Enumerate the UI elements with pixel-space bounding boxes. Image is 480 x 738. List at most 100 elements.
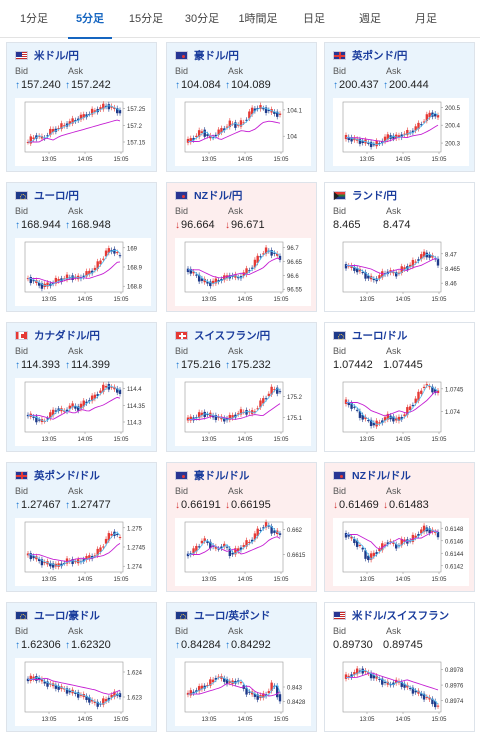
rate-card[interactable]: NZドル/円 Bid Ask ↓96.664 ↓96.671 96.7 96.65 96.6 9… — [166, 182, 317, 312]
moving-average-line — [346, 391, 439, 417]
candle-body — [239, 409, 243, 415]
price-chart-svg: 0.6148 0.6146 0.6144 0.6142 13:05 14:05 15:05 — [333, 518, 469, 586]
pair-title[interactable]: 英ポンド/円 — [333, 48, 407, 62]
rate-card[interactable]: スイスフラン/円 Bid Ask ↑175.216 ↑175.232 175.2 175.1… — [166, 322, 317, 452]
ask-label: Ask — [386, 346, 402, 356]
candle-body — [273, 389, 276, 391]
mini-chart[interactable]: 1.0745 1.074 13:05 14:05 15:05 — [333, 378, 469, 446]
candle-body — [29, 277, 32, 284]
pair-title[interactable]: NZドル/円 — [175, 188, 242, 202]
rate-card[interactable]: ユーロ/円 Bid Ask ↑168.944 ↑168.948 169 168.9 168.8… — [6, 182, 157, 312]
y-tick-label: 96.55 — [287, 288, 303, 294]
flag-eu-icon — [175, 611, 188, 620]
tab-0[interactable]: 1分足 — [19, 13, 49, 25]
rate-card[interactable]: ユーロ/豪ドル Bid Ask ↑1.62306 ↑1.62320 1.624 1.623 1… — [6, 602, 157, 732]
bid-label: Bid — [333, 206, 347, 216]
pair-title[interactable]: カナダドル/円 — [15, 328, 100, 342]
candle-body — [411, 130, 415, 133]
tab-2[interactable]: 15分足 — [128, 13, 164, 25]
moving-average-line-short — [346, 112, 439, 145]
mini-chart[interactable]: 0.662 0.6615 13:05 14:05 15:05 — [175, 518, 311, 586]
candle-body — [434, 389, 437, 393]
candle-body — [102, 103, 105, 110]
candle-body — [82, 114, 85, 118]
candle-body — [228, 414, 232, 420]
candle-body — [245, 409, 248, 415]
mini-chart[interactable]: 96.7 96.65 96.6 96.55 13:05 14:05 15:05 — [175, 238, 311, 306]
candle-body — [71, 275, 74, 281]
mini-chart[interactable]: 175.2 175.1 13:05 14:05 15:05 — [175, 378, 311, 446]
candle-body — [192, 271, 195, 274]
tab-5[interactable]: 日足 — [303, 13, 325, 25]
rate-card[interactable]: ランド/円 Bid Ask 8.465 8.474 8.47 8.465 8.46 13:05 1… — [324, 182, 475, 312]
pair-title[interactable]: ユーロ/円 — [15, 188, 79, 202]
mini-chart[interactable]: 169 168.9 168.8 13:05 14:05 15:05 — [15, 238, 151, 306]
mini-chart[interactable]: 104.1 104 13:05 14:05 15:05 — [175, 98, 311, 166]
ask-value: 1.27477 — [71, 499, 111, 511]
mini-chart[interactable]: 0.843 0.8428 13:05 14:05 15:05 — [175, 658, 311, 726]
pair-title[interactable]: ユーロ/ドル — [333, 328, 407, 342]
rate-card[interactable]: ユーロ/英ポンド Bid Ask ↑0.84284 ↑0.84292 0.843 0.842… — [166, 602, 317, 732]
tab-7[interactable]: 月足 — [415, 13, 437, 25]
arrow-up-icon: ↑ — [65, 640, 70, 651]
candle-body — [110, 386, 113, 388]
candle-body — [403, 133, 406, 135]
pair-title[interactable]: ユーロ/豪ドル — [15, 608, 100, 622]
ask-label: Ask — [68, 486, 84, 496]
mini-chart[interactable]: 1.624 1.623 13:05 14:05 15:05 — [15, 658, 151, 726]
rate-card[interactable]: 豪ドル/ドル Bid Ask ↓0.66191 ↓0.66195 0.662 0.6615 1… — [166, 462, 317, 592]
candle-body — [392, 416, 395, 422]
candle-body — [209, 281, 212, 287]
pair-title[interactable]: ランド/円 — [333, 188, 397, 202]
rate-card[interactable]: 米ドル/円 Bid Ask ↑157.240 ↑157.242 157.25 157.2 15… — [6, 42, 157, 172]
y-tick-label: 8.46 — [445, 282, 457, 288]
pair-title[interactable]: 米ドル/スイスフラン — [333, 608, 449, 622]
candle-body — [37, 419, 41, 421]
tab-4[interactable]: 1時間足 — [238, 13, 278, 25]
candle-body — [375, 140, 378, 147]
pair-title[interactable]: ユーロ/英ポンド — [175, 608, 270, 622]
price-chart-svg: 1.624 1.623 13:05 14:05 15:05 — [15, 658, 151, 726]
pair-title[interactable]: 米ドル/円 — [15, 48, 79, 62]
pair-title[interactable]: NZドル/ドル — [333, 468, 411, 482]
y-tick-label: 0.6615 — [287, 553, 306, 559]
mini-chart[interactable]: 1.275 1.2745 1.274 13:05 14:05 15:05 — [15, 518, 151, 586]
rate-card[interactable]: カナダドル/円 Bid Ask ↑114.393 ↑114.399 114.4 114.35… — [6, 322, 157, 452]
candle-body — [434, 113, 437, 117]
mini-chart[interactable]: 8.47 8.465 8.46 13:05 14:05 15:05 — [333, 238, 469, 306]
pair-title[interactable]: 豪ドル/ドル — [175, 468, 249, 482]
arrow-down-icon: ↓ — [175, 220, 180, 231]
ask-price: ↑157.242 — [65, 79, 111, 91]
rate-card[interactable]: 米ドル/スイスフラン Bid Ask 0.89730 0.89745 0.8978 0.89… — [324, 602, 475, 732]
candle-body — [116, 252, 119, 254]
candle-body — [76, 118, 80, 121]
candle-body — [29, 675, 32, 681]
rate-card[interactable]: ユーロ/ドル Bid Ask 1.07442 1.07445 1.0745 1.074 13:… — [324, 322, 475, 452]
candle-body — [386, 413, 390, 420]
candle-body — [347, 675, 350, 678]
rate-card[interactable]: NZドル/ドル Bid Ask ↓0.61469 ↓0.61483 0.6148 0.614… — [324, 462, 475, 592]
mini-chart[interactable]: 114.4 114.35 114.3 13:05 14:05 15:05 — [15, 378, 151, 446]
tab-3[interactable]: 30分足 — [184, 13, 220, 25]
pair-title[interactable]: スイスフラン/円 — [175, 328, 270, 342]
pair-title[interactable]: 豪ドル/円 — [175, 48, 239, 62]
x-tick-label: 15:05 — [273, 157, 289, 163]
rate-card[interactable]: 英ポンド/ドル Bid Ask ↑1.27467 ↑1.27477 1.275 1.2745… — [6, 462, 157, 592]
pair-title[interactable]: 英ポンド/ドル — [15, 468, 100, 482]
candle-body — [65, 409, 69, 412]
mini-chart[interactable]: 0.8978 0.8976 0.8974 13:05 14:05 15:05 — [333, 658, 469, 726]
candle-body — [228, 680, 232, 683]
moving-average-line — [188, 257, 281, 279]
mini-chart[interactable]: 0.6148 0.6146 0.6144 0.6142 13:05 14:05 15:05 — [333, 518, 469, 586]
candle-body — [96, 261, 99, 269]
tab-1[interactable]: 5分足 — [64, 0, 116, 39]
rate-card[interactable]: 英ポンド/円 Bid Ask ↑200.437 ↑200.444 200.5 200.4 20… — [324, 42, 475, 172]
candle-body — [256, 108, 259, 110]
mini-chart[interactable]: 200.5 200.4 200.3 13:05 14:05 15:05 — [333, 98, 469, 166]
rate-card[interactable]: 豪ドル/円 Bid Ask ↑104.084 ↑104.089 104.1 104 13:05… — [166, 42, 317, 172]
ask-label: Ask — [228, 66, 244, 76]
mini-chart[interactable]: 157.25 157.2 157.15 13:05 14:05 15:05 — [15, 98, 151, 166]
candle-body — [82, 275, 85, 278]
candle-body — [367, 420, 370, 422]
tab-6[interactable]: 週足 — [359, 13, 381, 25]
